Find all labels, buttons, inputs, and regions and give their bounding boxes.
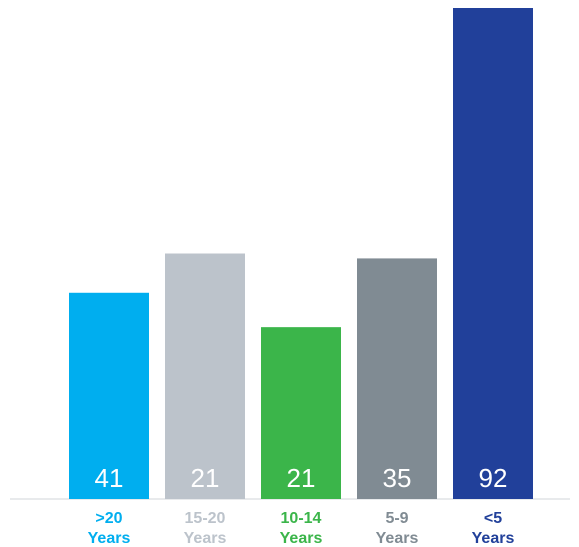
bar-1 [165, 253, 245, 499]
category-label-3-line-1: Years [376, 530, 419, 547]
category-label-1-line-0: 15-20 [185, 510, 226, 527]
bar-value-label-3: 35 [383, 463, 412, 493]
value-labels-group: 41 21 21 35 92 [95, 463, 508, 493]
bar-value-label-1: 21 [191, 463, 220, 493]
bar-3 [357, 258, 437, 499]
category-label-0-line-1: Years [88, 530, 131, 547]
bar-value-label-4: 92 [479, 463, 508, 493]
category-labels-group: >20 Years 15-20 Years 10-14 Years 5-9 Years <5 Ye… [88, 510, 515, 547]
category-label-3-line-0: 5-9 [385, 510, 408, 527]
category-label-4-line-1: Years [472, 530, 515, 547]
bar-4 [453, 8, 533, 499]
bars-group [69, 8, 533, 499]
category-label-4-line-0: <5 [484, 510, 502, 527]
category-label-0-line-0: >20 [95, 510, 122, 527]
category-label-1-line-1: Years [184, 530, 227, 547]
bar-0 [69, 292, 149, 499]
category-label-2-line-1: Years [280, 530, 323, 547]
category-label-2-line-0: 10-14 [281, 510, 322, 527]
bar-value-label-2: 21 [287, 463, 316, 493]
bar-2 [261, 327, 341, 499]
bar-value-label-0: 41 [95, 463, 124, 493]
